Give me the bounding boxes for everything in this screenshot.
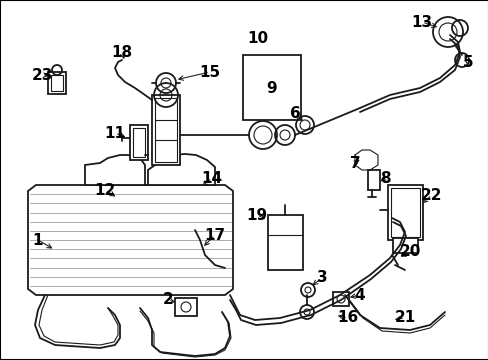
Text: 22: 22 xyxy=(420,188,442,202)
Text: 14: 14 xyxy=(201,171,222,185)
Text: 12: 12 xyxy=(94,183,115,198)
Text: 10: 10 xyxy=(247,31,268,45)
Bar xyxy=(155,98,177,162)
Text: 2: 2 xyxy=(163,292,173,307)
Text: 19: 19 xyxy=(246,207,267,222)
Bar xyxy=(243,55,301,120)
Bar xyxy=(390,188,419,237)
Bar xyxy=(51,75,63,91)
Text: 16: 16 xyxy=(337,310,358,325)
Text: 4: 4 xyxy=(354,288,365,302)
Text: 1: 1 xyxy=(33,233,43,248)
Text: 13: 13 xyxy=(410,14,432,30)
Bar xyxy=(133,128,145,157)
Text: 9: 9 xyxy=(266,81,277,95)
Text: 3: 3 xyxy=(316,270,326,285)
Text: 7: 7 xyxy=(349,156,360,171)
Bar xyxy=(175,298,197,316)
Text: 21: 21 xyxy=(393,310,415,325)
Bar xyxy=(48,72,66,94)
Polygon shape xyxy=(85,155,145,185)
Bar xyxy=(152,95,180,165)
Text: 23: 23 xyxy=(31,68,53,82)
Text: 5: 5 xyxy=(462,54,472,69)
Bar xyxy=(392,238,417,253)
Polygon shape xyxy=(28,185,232,295)
Text: 17: 17 xyxy=(204,228,225,243)
Text: 8: 8 xyxy=(379,171,389,185)
Bar xyxy=(130,125,148,160)
Bar xyxy=(267,215,303,270)
Text: 6: 6 xyxy=(289,105,300,121)
Polygon shape xyxy=(148,154,215,185)
Bar xyxy=(332,292,348,306)
Bar xyxy=(387,185,422,240)
Bar xyxy=(367,170,379,190)
Text: 11: 11 xyxy=(104,126,125,140)
Text: 15: 15 xyxy=(199,64,220,80)
Text: 20: 20 xyxy=(399,244,420,260)
Text: 18: 18 xyxy=(111,45,132,59)
